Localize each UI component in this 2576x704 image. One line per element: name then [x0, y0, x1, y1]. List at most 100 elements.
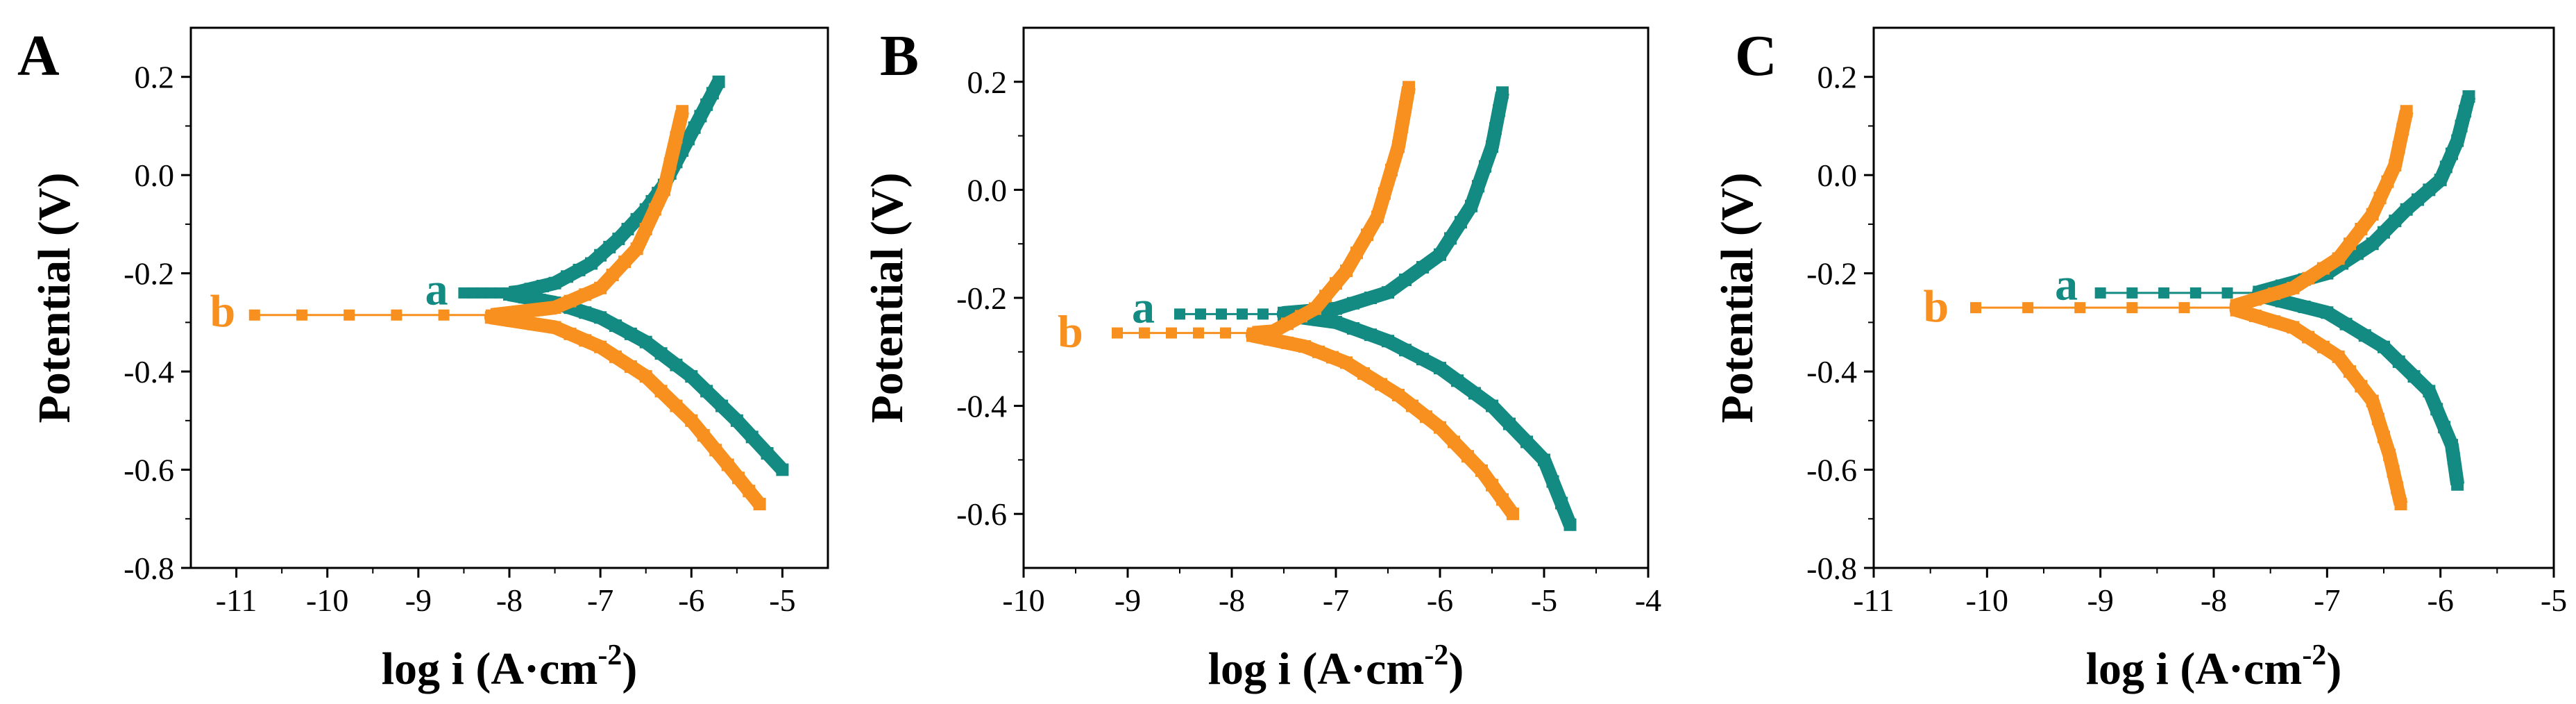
data-point	[1264, 333, 1276, 346]
x-tick-label: -10	[306, 583, 348, 618]
data-point	[1237, 308, 1248, 320]
data-point	[700, 385, 713, 398]
data-point	[648, 203, 661, 216]
data-point	[676, 105, 689, 118]
data-point	[467, 287, 479, 299]
data-point	[630, 242, 643, 255]
panel-c: C -11 -10 -9 -8 -7 -6 -5 -0.8 -0.6 -0.4 -0.2 0.0 0.2…	[1712, 24, 2567, 694]
data-point	[2423, 183, 2436, 196]
panel-label: B	[880, 24, 919, 88]
data-point	[1496, 86, 1509, 99]
data-point	[391, 309, 402, 321]
y-tick-label: 0.0	[967, 172, 1008, 208]
series-b: b	[1923, 105, 2414, 511]
series-a: a	[1132, 86, 1577, 531]
data-point	[1312, 313, 1325, 326]
data-point	[2221, 287, 2233, 299]
data-point	[2396, 123, 2409, 136]
data-point	[2126, 302, 2138, 314]
data-point	[2248, 293, 2262, 306]
x-axis-label: log i (A·cm-2)	[1208, 639, 1464, 694]
data-point	[561, 270, 574, 283]
data-point	[612, 233, 625, 246]
data-point	[663, 157, 677, 170]
x-axis-label: log i (A·cm-2)	[2086, 639, 2342, 694]
x-axis-label-close: )	[622, 644, 637, 694]
data-point	[2400, 105, 2413, 118]
data-point	[761, 446, 774, 460]
data-point	[1220, 327, 1231, 339]
data-point	[1399, 274, 1412, 287]
data-point	[715, 399, 728, 412]
data-point	[1503, 417, 1516, 430]
panel-a: A -11 -10 -9 -8 -7 -6 -5 -0.8 -0.6 -0.4 -0.2 0.0 0.2…	[17, 24, 829, 694]
data-point	[344, 309, 355, 321]
data-point	[706, 87, 719, 100]
data-point	[2371, 412, 2384, 426]
series-label: a	[2055, 259, 2078, 310]
x-tick-label: -11	[1853, 583, 1895, 618]
series-a-anodic-line	[2252, 94, 2476, 299]
data-point	[2381, 175, 2394, 188]
data-point	[630, 212, 643, 226]
data-point	[2449, 464, 2462, 478]
data-point	[2455, 119, 2468, 133]
data-point	[2423, 385, 2436, 398]
data-point	[1193, 327, 1204, 339]
series-b: b	[1058, 81, 1519, 521]
x-axis-label-sup: -2	[598, 639, 622, 671]
data-point	[2407, 370, 2421, 383]
y-tick-label: -0.2	[956, 280, 1007, 316]
data-point	[1399, 344, 1412, 357]
data-point	[753, 498, 766, 511]
y-axis-label: Potential (V)	[29, 172, 80, 423]
data-point	[458, 287, 470, 299]
x-axis-label-main: log i (A·cm	[2086, 644, 2303, 694]
x-tick-label: -5	[769, 583, 795, 618]
data-point	[2439, 160, 2452, 174]
x-tick-label: -9	[1115, 583, 1141, 618]
data-point	[681, 133, 695, 146]
data-point	[530, 303, 543, 317]
data-point	[2378, 226, 2390, 239]
data-point	[2332, 252, 2345, 265]
series-label: a	[425, 264, 448, 315]
data-point	[2302, 271, 2315, 285]
y-tick-label: 0.2	[135, 60, 175, 95]
data-point	[579, 334, 592, 347]
x-tick-label: -6	[2427, 583, 2454, 618]
data-point	[1330, 316, 1342, 329]
data-point	[2355, 380, 2368, 393]
x-tick-label: -8	[1219, 583, 1245, 618]
data-point	[1444, 232, 1457, 245]
data-point	[2332, 350, 2345, 363]
series-a-cathodic-line	[502, 287, 788, 475]
y-axis-label: Potential (V)	[862, 172, 913, 423]
data-point	[2344, 237, 2356, 251]
y-tick-label: -0.4	[124, 354, 174, 389]
data-point	[2287, 321, 2300, 334]
data-point	[1479, 160, 1491, 173]
data-point	[1392, 140, 1405, 153]
data-point	[564, 294, 577, 308]
data-point	[2316, 262, 2330, 275]
data-point	[1340, 265, 1353, 278]
data-point	[2462, 90, 2475, 103]
series-b-cathodic-line	[1246, 328, 1519, 519]
data-point	[694, 110, 707, 123]
data-point	[1112, 327, 1123, 339]
data-point	[1472, 180, 1484, 193]
data-point	[2022, 302, 2034, 314]
data-point	[2383, 449, 2396, 462]
data-point	[2430, 403, 2443, 416]
data-point	[2451, 134, 2464, 147]
data-point	[621, 222, 634, 235]
data-point	[594, 281, 607, 294]
panel-b: B -10 -9 -8 -7 -6 -5 -4 -0.6 -0.4 -0.2 0.0 0.2 log i…	[862, 24, 1661, 694]
x-axis-label-close: )	[1448, 644, 1464, 694]
data-point	[548, 276, 561, 290]
data-point	[697, 429, 710, 442]
data-point	[548, 321, 561, 334]
data-point	[1520, 435, 1533, 449]
